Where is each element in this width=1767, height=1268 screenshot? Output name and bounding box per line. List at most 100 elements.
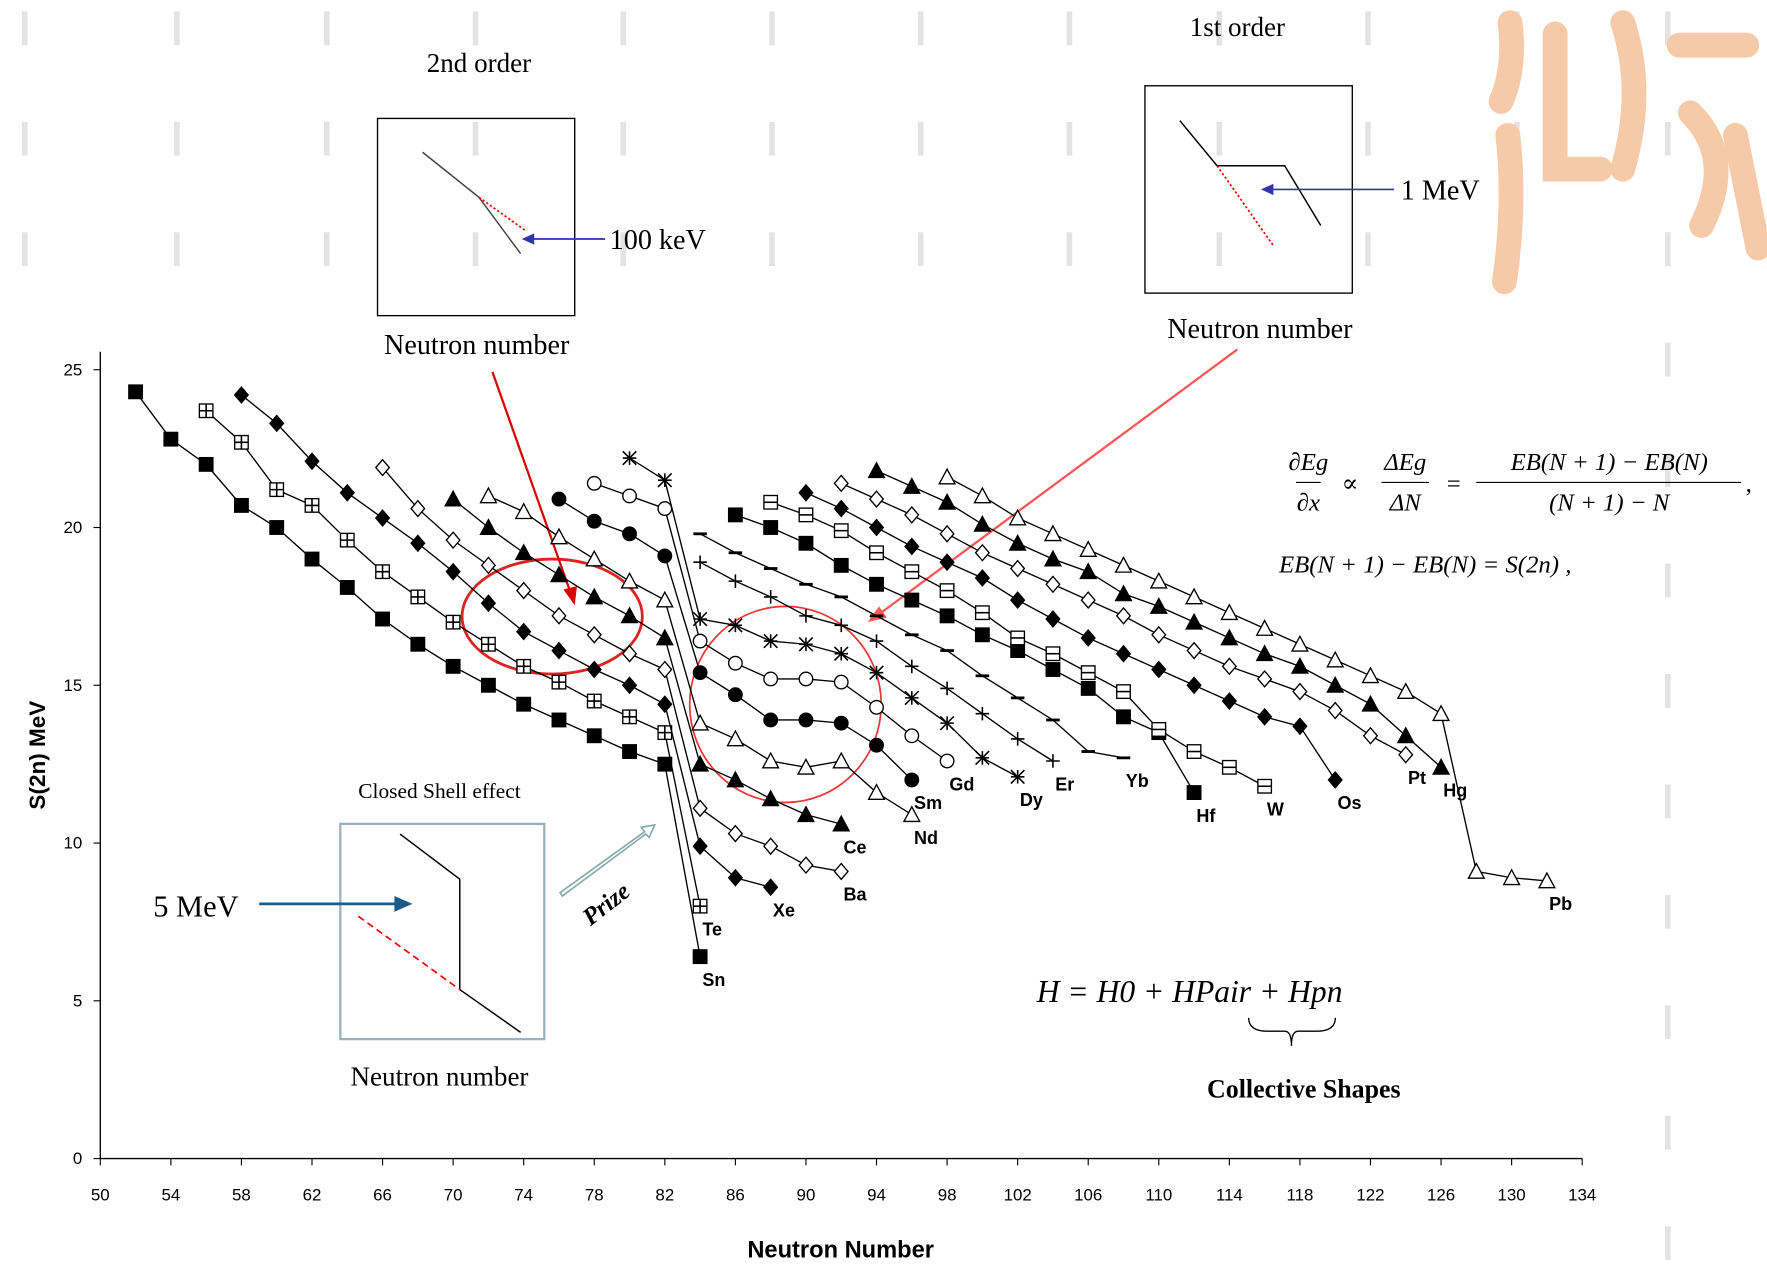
marker xyxy=(1114,556,1133,573)
marker xyxy=(516,658,532,674)
marker xyxy=(834,618,849,633)
equation-part: = xyxy=(1447,470,1461,497)
marker xyxy=(692,837,708,856)
marker xyxy=(410,534,426,553)
marker xyxy=(445,531,461,550)
marker xyxy=(657,756,673,772)
marker xyxy=(374,509,391,527)
marker xyxy=(939,753,955,769)
marker xyxy=(798,671,814,687)
marker xyxy=(904,564,920,580)
marker xyxy=(904,690,920,706)
marker xyxy=(939,583,955,599)
marker xyxy=(339,580,355,595)
marker xyxy=(1220,603,1239,621)
marker xyxy=(410,636,426,652)
series-label: Yb xyxy=(1126,771,1149,791)
x-tick-label: 102 xyxy=(1004,1185,1032,1204)
marker xyxy=(655,628,674,646)
x-tick-label: 86 xyxy=(726,1185,745,1204)
x-tick-label: 54 xyxy=(161,1185,180,1204)
equation-part: ∂x xyxy=(1297,490,1320,517)
equation-part: ∝ xyxy=(1342,470,1359,497)
series-line xyxy=(699,561,1054,762)
x-tick-label: 106 xyxy=(1074,1185,1102,1204)
marker xyxy=(1220,628,1239,646)
marker xyxy=(655,590,674,608)
equation-part: EB(N + 1) − EB(N) xyxy=(1510,449,1708,476)
marker xyxy=(904,592,920,608)
marker xyxy=(621,644,638,663)
marker xyxy=(799,609,813,623)
series-line xyxy=(135,391,701,957)
marker xyxy=(798,636,814,652)
marker xyxy=(868,490,885,509)
marker xyxy=(939,715,955,731)
marker xyxy=(974,543,991,562)
marker xyxy=(1221,657,1238,676)
marker xyxy=(1045,646,1061,662)
x-tick-label: 130 xyxy=(1498,1185,1526,1204)
equation-part: (N + 1) − N xyxy=(1549,490,1671,517)
marker xyxy=(657,501,673,517)
hamiltonian: H = H0 + HPair + Hpn xyxy=(1036,974,1343,1009)
x-tick-label: 126 xyxy=(1427,1185,1455,1204)
x-tick-label: 110 xyxy=(1145,1185,1172,1204)
marker xyxy=(798,507,814,523)
series-label: Sm xyxy=(914,793,942,813)
marker xyxy=(728,618,743,633)
marker xyxy=(1255,644,1274,662)
marker xyxy=(233,386,250,404)
x-tick-label: 62 xyxy=(303,1185,322,1204)
marker xyxy=(586,693,602,709)
x-tick-label: 90 xyxy=(797,1185,816,1204)
marker xyxy=(1008,508,1027,526)
marker xyxy=(869,699,884,715)
marker xyxy=(269,520,285,535)
series-label: Te xyxy=(702,919,722,939)
marker xyxy=(1398,745,1414,764)
inset-title: Closed Shell effect xyxy=(358,779,521,803)
marker xyxy=(1010,643,1026,659)
marker xyxy=(1149,571,1168,589)
marker xyxy=(622,709,637,725)
marker xyxy=(622,488,637,504)
marker xyxy=(657,548,673,564)
equation: EB(N + 1) − EB(N) = S(2n) , xyxy=(1278,552,1571,579)
marker xyxy=(1255,619,1274,636)
series-label: Hg xyxy=(1443,781,1467,801)
marker xyxy=(233,497,249,513)
marker xyxy=(551,674,567,690)
marker xyxy=(692,633,708,649)
x-tick-label: 134 xyxy=(1568,1185,1596,1204)
marker xyxy=(1185,587,1204,605)
inset-xlabel: Neutron number xyxy=(351,1061,529,1091)
inset-note: 5 MeV xyxy=(153,889,238,923)
series-line xyxy=(382,467,842,873)
marker xyxy=(586,660,602,679)
marker xyxy=(763,494,779,510)
marker xyxy=(692,665,708,681)
marker xyxy=(726,770,745,788)
marker xyxy=(727,868,744,887)
marker xyxy=(480,556,497,575)
logo xyxy=(1488,10,1767,295)
marker xyxy=(1010,630,1026,646)
marker xyxy=(904,728,920,744)
marker xyxy=(657,725,673,741)
marker xyxy=(551,712,567,728)
marker xyxy=(1045,575,1061,594)
marker xyxy=(1116,709,1131,725)
marker xyxy=(479,486,498,504)
marker xyxy=(1396,682,1415,700)
marker xyxy=(585,587,604,605)
marker xyxy=(549,565,568,583)
marker xyxy=(198,456,214,472)
equation-part: , xyxy=(1746,470,1752,497)
y-tick-label: 10 xyxy=(63,834,82,853)
series-label: Pb xyxy=(1549,894,1572,914)
x-tick-label: 58 xyxy=(232,1185,251,1204)
series-line xyxy=(946,476,1547,882)
marker xyxy=(939,553,955,572)
marker xyxy=(410,589,426,605)
